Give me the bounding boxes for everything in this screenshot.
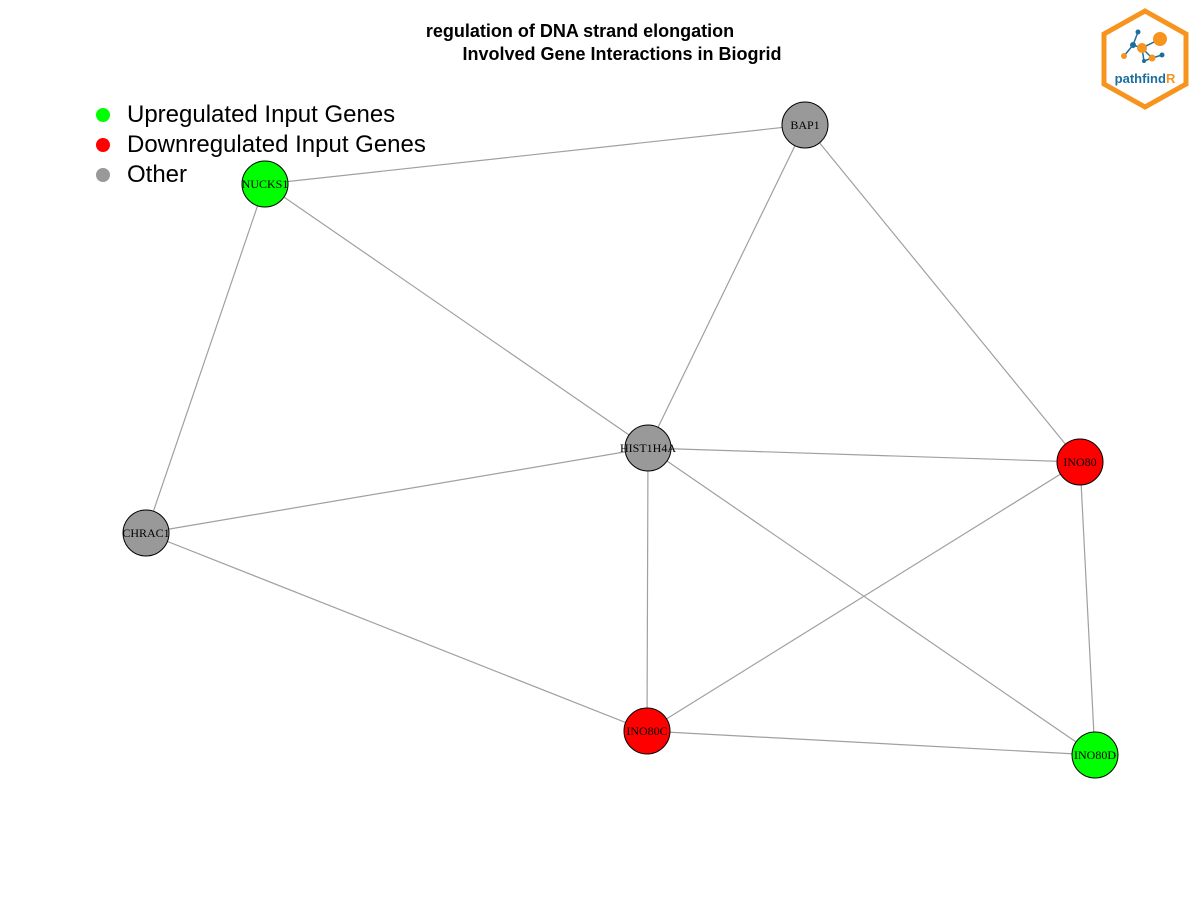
logo-network-icon <box>1121 29 1167 63</box>
node-ino80c: INO80C <box>623 707 671 755</box>
logo-text-main: pathfind <box>1115 71 1166 86</box>
edge-bap1-hist1h4a <box>647 124 806 449</box>
edge-bap1-ino80 <box>804 124 1081 463</box>
nodes-layer: BAP1 NUCKS1 HIST1H4A INO80 CHRAC1 INO80C INO80… <box>122 101 1119 779</box>
node-label-hist1h4a: HIST1H4A <box>620 441 676 455</box>
chart-title-line1: regulation of DNA strand elongation <box>425 21 735 41</box>
edge-hist1h4a-ino80 <box>647 447 1081 463</box>
node-circle-nucks1 <box>241 160 289 208</box>
legend-label-upregulated: Upregulated Input Genes <box>127 101 396 128</box>
edge-hist1h4a-chrac1 <box>145 447 649 534</box>
legend-item-downregulated: Downregulated Input Genes <box>96 130 426 160</box>
legend-item-other: Other <box>96 160 426 190</box>
node-ino80d: INO80D <box>1071 731 1119 779</box>
chart-title-line2: Involved Gene Interactions in Biogrid <box>462 44 782 64</box>
node-circle-ino80d <box>1071 731 1119 779</box>
node-circle-chrac1 <box>122 509 170 557</box>
node-chrac1: CHRAC1 <box>122 509 170 557</box>
node-label-bap1: BAP1 <box>790 118 819 132</box>
legend-dot-other <box>96 168 110 182</box>
node-nucks1: NUCKS1 <box>241 160 289 208</box>
edge-nucks1-bap1 <box>264 124 806 185</box>
legend-label-downregulated: Downregulated Input Genes <box>127 131 426 158</box>
node-circle-hist1h4a <box>624 424 672 472</box>
node-hist1h4a: HIST1H4A <box>620 424 676 472</box>
logo-text: pathfindR <box>1115 71 1176 86</box>
edge-ino80c-ino80d <box>646 730 1096 756</box>
node-label-ino80d: INO80D <box>1074 748 1116 762</box>
logo-text-accent: R <box>1166 71 1176 86</box>
edges-layer <box>145 124 1096 756</box>
edge-nucks1-chrac1 <box>145 183 266 534</box>
legend: Upregulated Input Genes Downregulated In… <box>96 100 426 190</box>
node-label-chrac1: CHRAC1 <box>122 526 169 540</box>
edge-ino80-ino80d <box>1079 461 1096 756</box>
node-label-nucks1: NUCKS1 <box>242 177 289 191</box>
pathfindr-logo: pathfindR <box>1101 8 1189 110</box>
logo-hexagon <box>1101 8 1189 110</box>
edge-ino80-ino80c <box>646 461 1081 732</box>
legend-dot-downregulated <box>96 138 110 152</box>
node-label-ino80: INO80 <box>1063 455 1096 469</box>
node-circle-bap1 <box>781 101 829 149</box>
legend-dot-upregulated <box>96 108 110 122</box>
node-bap1: BAP1 <box>781 101 829 149</box>
node-label-ino80c: INO80C <box>626 724 667 738</box>
edge-chrac1-ino80c <box>145 532 648 732</box>
legend-item-upregulated: Upregulated Input Genes <box>96 100 426 130</box>
edge-nucks1-hist1h4a <box>264 183 649 449</box>
edge-hist1h4a-ino80c <box>646 447 649 732</box>
node-circle-ino80 <box>1056 438 1104 486</box>
legend-label-other: Other <box>127 161 188 188</box>
node-ino80: INO80 <box>1056 438 1104 486</box>
node-circle-ino80c <box>623 707 671 755</box>
edge-hist1h4a-ino80d <box>647 447 1096 756</box>
